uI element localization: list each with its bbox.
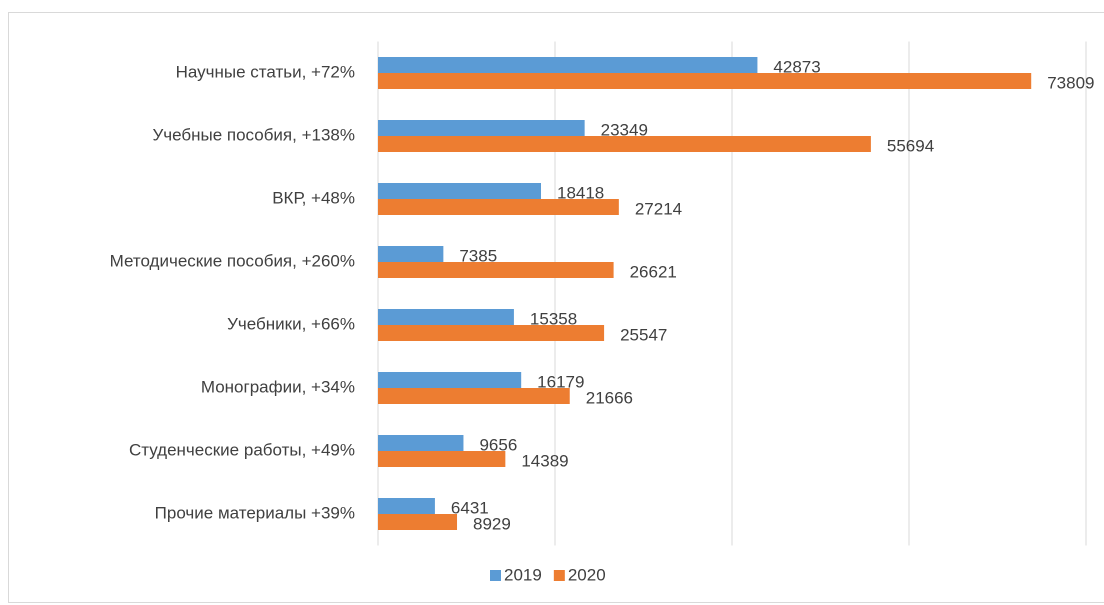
y-tick-label: ВКР, +48% bbox=[272, 188, 355, 207]
bar bbox=[378, 309, 514, 325]
y-tick-label: Студенческие работы, +49% bbox=[129, 440, 355, 459]
bar bbox=[378, 120, 585, 136]
data-label: 18418 bbox=[557, 183, 604, 202]
y-tick-label: Научные статьи, +72% bbox=[176, 62, 355, 81]
bar bbox=[378, 388, 570, 404]
data-label: 73809 bbox=[1047, 73, 1094, 92]
chart-border bbox=[8, 12, 1104, 603]
data-label: 7385 bbox=[459, 246, 497, 265]
bar bbox=[378, 136, 871, 152]
data-label: 16179 bbox=[537, 372, 584, 391]
bar bbox=[378, 325, 605, 341]
bar bbox=[378, 372, 522, 388]
data-label: 6431 bbox=[451, 498, 489, 517]
y-tick-label: Учебные пособия, +138% bbox=[152, 125, 355, 144]
data-label: 8929 bbox=[473, 514, 511, 533]
bar bbox=[378, 199, 619, 215]
data-label: 9656 bbox=[479, 435, 517, 454]
bar bbox=[378, 246, 444, 262]
data-label: 27214 bbox=[635, 199, 682, 218]
y-tick-label: Монографии, +34% bbox=[201, 377, 355, 396]
data-label: 26621 bbox=[630, 262, 677, 281]
bar bbox=[378, 57, 758, 73]
legend-label: 2019 bbox=[504, 565, 542, 584]
data-label: 14389 bbox=[521, 451, 568, 470]
bar bbox=[378, 451, 506, 467]
data-label: 55694 bbox=[887, 136, 934, 155]
legend-swatch bbox=[553, 570, 565, 581]
bar bbox=[378, 183, 541, 199]
y-tick-label: Учебники, +66% bbox=[227, 314, 355, 333]
data-label: 21666 bbox=[586, 388, 633, 407]
bar bbox=[378, 435, 464, 451]
data-label: 25547 bbox=[620, 325, 667, 344]
bar bbox=[378, 498, 435, 514]
bar bbox=[378, 73, 1032, 89]
data-label: 23349 bbox=[601, 120, 648, 139]
bar bbox=[378, 262, 614, 278]
y-tick-label: Методические пособия, +260% bbox=[110, 251, 355, 270]
legend-label: 2020 bbox=[568, 565, 606, 584]
y-tick-label: Прочие материалы +39% bbox=[155, 503, 355, 522]
data-label: 42873 bbox=[773, 57, 820, 76]
data-label: 15358 bbox=[530, 309, 577, 328]
legend-swatch bbox=[490, 570, 501, 581]
bar bbox=[378, 514, 458, 530]
